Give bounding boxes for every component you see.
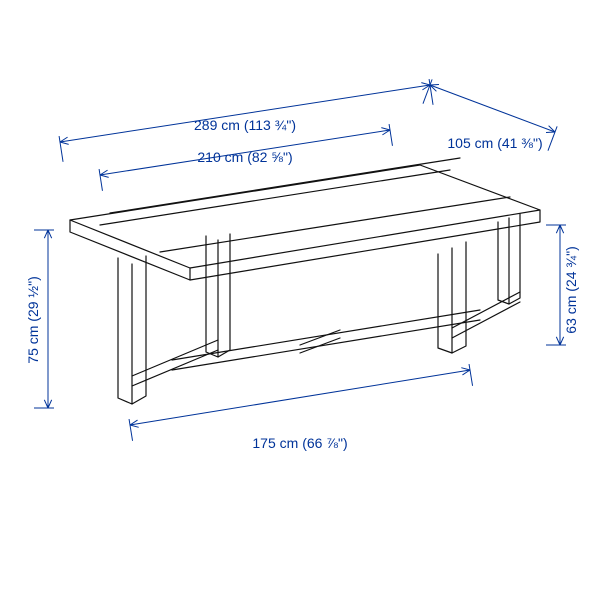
dimension-lines [34,79,566,441]
dim-height-under: 63 cm (24 ¾") [563,246,579,333]
dim-width: 105 cm (41 ⅜") [447,135,542,151]
dim-height-total: 75 cm (29 ½") [25,276,41,363]
dim-length-min: 210 cm (82 ⅝") [197,149,292,165]
dim-leg-span: 175 cm (66 ⅞") [252,435,347,451]
dim-length-max: 289 cm (113 ¾") [194,117,296,133]
table-dimension-diagram: 289 cm (113 ¾") 210 cm (82 ⅝") 105 cm (4… [0,0,600,600]
